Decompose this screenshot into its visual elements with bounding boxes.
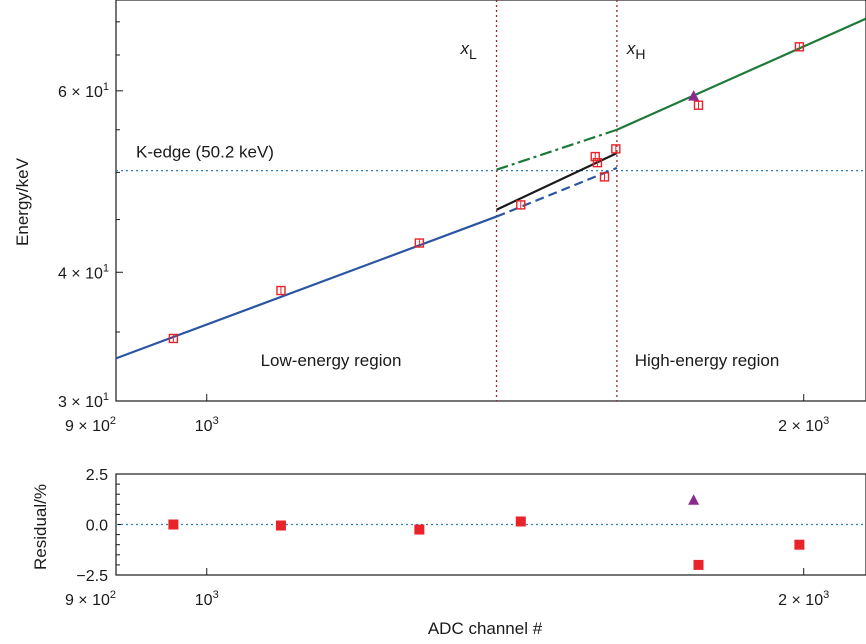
outlier-point-marker bbox=[688, 90, 700, 101]
main-x-tick-label: 9 × 102 bbox=[65, 415, 116, 435]
main-y-tick-label: 6 × 101 bbox=[58, 81, 109, 101]
high-energy-fit-line bbox=[616, 17, 866, 131]
low-energy-fit-line bbox=[115, 215, 497, 360]
high-energy-extrapolation-line bbox=[496, 128, 618, 171]
residual-x-tick-label: 103 bbox=[195, 589, 219, 609]
residual-marker bbox=[688, 494, 700, 505]
k-edge-label: K-edge (50.2 keV) bbox=[136, 143, 274, 162]
main-x-tick-label: 2 × 103 bbox=[778, 415, 829, 435]
residual-marker bbox=[168, 519, 179, 530]
main-y-axis-label: Energy/keV bbox=[13, 157, 32, 246]
low-energy-extrapolation-line bbox=[496, 166, 618, 218]
residual-y-axis-label: Residual/% bbox=[31, 484, 50, 570]
residual-y-tick-label: 0.0 bbox=[86, 518, 108, 535]
main-y-tick-label: 4 × 101 bbox=[58, 262, 109, 282]
low-energy-region-label: Low-energy region bbox=[261, 351, 402, 370]
main-plot-frame bbox=[115, 0, 866, 402]
residual-marker bbox=[275, 520, 286, 531]
main-panel: 3 × 101 4 × 101 6 × 101 9 × 102 103 2 × 103 K-… bbox=[58, 0, 866, 435]
residual-x-tick-label: 9 × 102 bbox=[65, 589, 116, 609]
residual-marker bbox=[515, 516, 526, 527]
residual-marker bbox=[414, 524, 425, 535]
main-y-tick-label: 3 × 101 bbox=[58, 391, 109, 411]
residual-y-tick-label: −2.5 bbox=[76, 568, 108, 585]
residual-panel: 2.5 0.0 −2.5 9 × 102 103 2 × 103 bbox=[65, 467, 866, 609]
threshold-label-h: xH bbox=[626, 39, 646, 62]
transition-fit-line bbox=[496, 152, 618, 211]
residual-marker bbox=[794, 539, 805, 550]
x-axis-label: ADC channel # bbox=[428, 619, 543, 638]
residual-x-tick-label: 2 × 103 bbox=[778, 589, 829, 609]
residual-y-tick-label: 2.5 bbox=[86, 467, 108, 484]
high-energy-region-label: High-energy region bbox=[635, 351, 780, 370]
residual-marker bbox=[693, 559, 704, 570]
main-x-tick-label: 103 bbox=[195, 415, 219, 435]
threshold-label-l: xL bbox=[460, 39, 478, 62]
